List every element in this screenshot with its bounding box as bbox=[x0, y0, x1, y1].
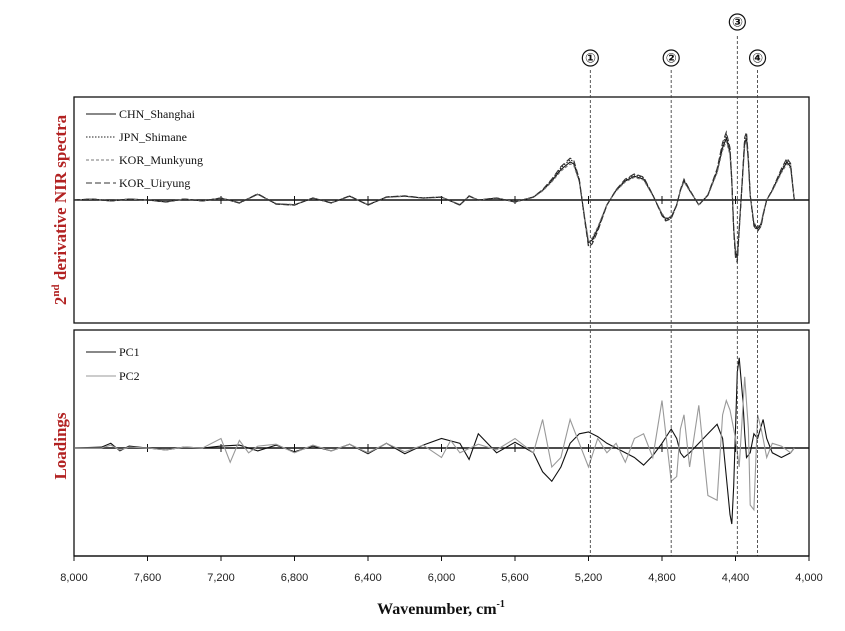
marker-label: ③ bbox=[732, 15, 743, 30]
x-tick-label: 5,600 bbox=[501, 572, 529, 584]
x-tick-label: 8,000 bbox=[60, 572, 88, 584]
top-ylabel-sup: nd bbox=[50, 284, 62, 296]
bottom-series-group bbox=[73, 357, 795, 525]
marker-circle bbox=[748, 49, 767, 67]
legend-entry: PC2 bbox=[119, 369, 140, 383]
x-tick-label: 6,000 bbox=[428, 572, 456, 584]
top-ylabel-main: 2 bbox=[51, 297, 70, 306]
marker-label: ① bbox=[585, 51, 596, 66]
x-tick-label: 6,400 bbox=[354, 572, 382, 584]
bottom-legend: PC1 PC2 bbox=[86, 345, 140, 383]
bottom-zero-ticks bbox=[73, 444, 810, 452]
top-legend: CHN_Shanghai JPN_Shimane KOR_Munkyung KOR_U… bbox=[86, 107, 203, 190]
marker-label: ② bbox=[666, 51, 677, 66]
legend-entry: CHN_Shanghai bbox=[119, 107, 196, 121]
legend-entry: KOR_Munkyung bbox=[119, 153, 203, 167]
x-tick-label: 4,800 bbox=[648, 572, 676, 584]
bottom-series-line-pc2 bbox=[74, 376, 795, 512]
x-axis: 8,000 7,600 7,200 6,800 6,400 6,000 5,600 5,200… bbox=[60, 555, 823, 584]
bottom-y-axis-title: Loadings bbox=[51, 412, 70, 479]
x-axis-title-sup: -1 bbox=[497, 599, 505, 610]
top-ylabel-rest: derivative NIR spectra bbox=[51, 114, 70, 284]
legend-entry: KOR_Uiryung bbox=[119, 176, 190, 190]
marker-label: ④ bbox=[752, 51, 763, 66]
bottom-series-line-pc1 bbox=[73, 357, 795, 525]
x-axis-title: Wavenumber, cm-1 bbox=[377, 599, 505, 618]
legend-entry: JPN_Shimane bbox=[119, 130, 187, 144]
marker-circle bbox=[728, 13, 746, 31]
legend-entry: PC1 bbox=[119, 345, 140, 359]
x-axis-title-main: Wavenumber, cm bbox=[377, 601, 497, 618]
x-tick-label: 4,400 bbox=[722, 572, 750, 584]
x-tick-label: 4,000 bbox=[795, 572, 823, 584]
x-tick-label: 7,600 bbox=[134, 572, 162, 584]
x-tick-label: 5,200 bbox=[575, 572, 603, 584]
marker-circle bbox=[662, 49, 680, 67]
top-panel-frame bbox=[73, 96, 810, 324]
top-y-axis-title: 2nd derivative NIR spectra bbox=[50, 114, 70, 305]
top-series-group bbox=[73, 130, 795, 263]
top-series-line-kor-uiryung bbox=[73, 130, 795, 263]
x-tick-label: 7,200 bbox=[207, 572, 235, 584]
x-tick-label: 6,800 bbox=[281, 572, 309, 584]
marker-group: ① ② ③ ④ bbox=[581, 13, 767, 556]
marker-circle bbox=[581, 49, 599, 67]
